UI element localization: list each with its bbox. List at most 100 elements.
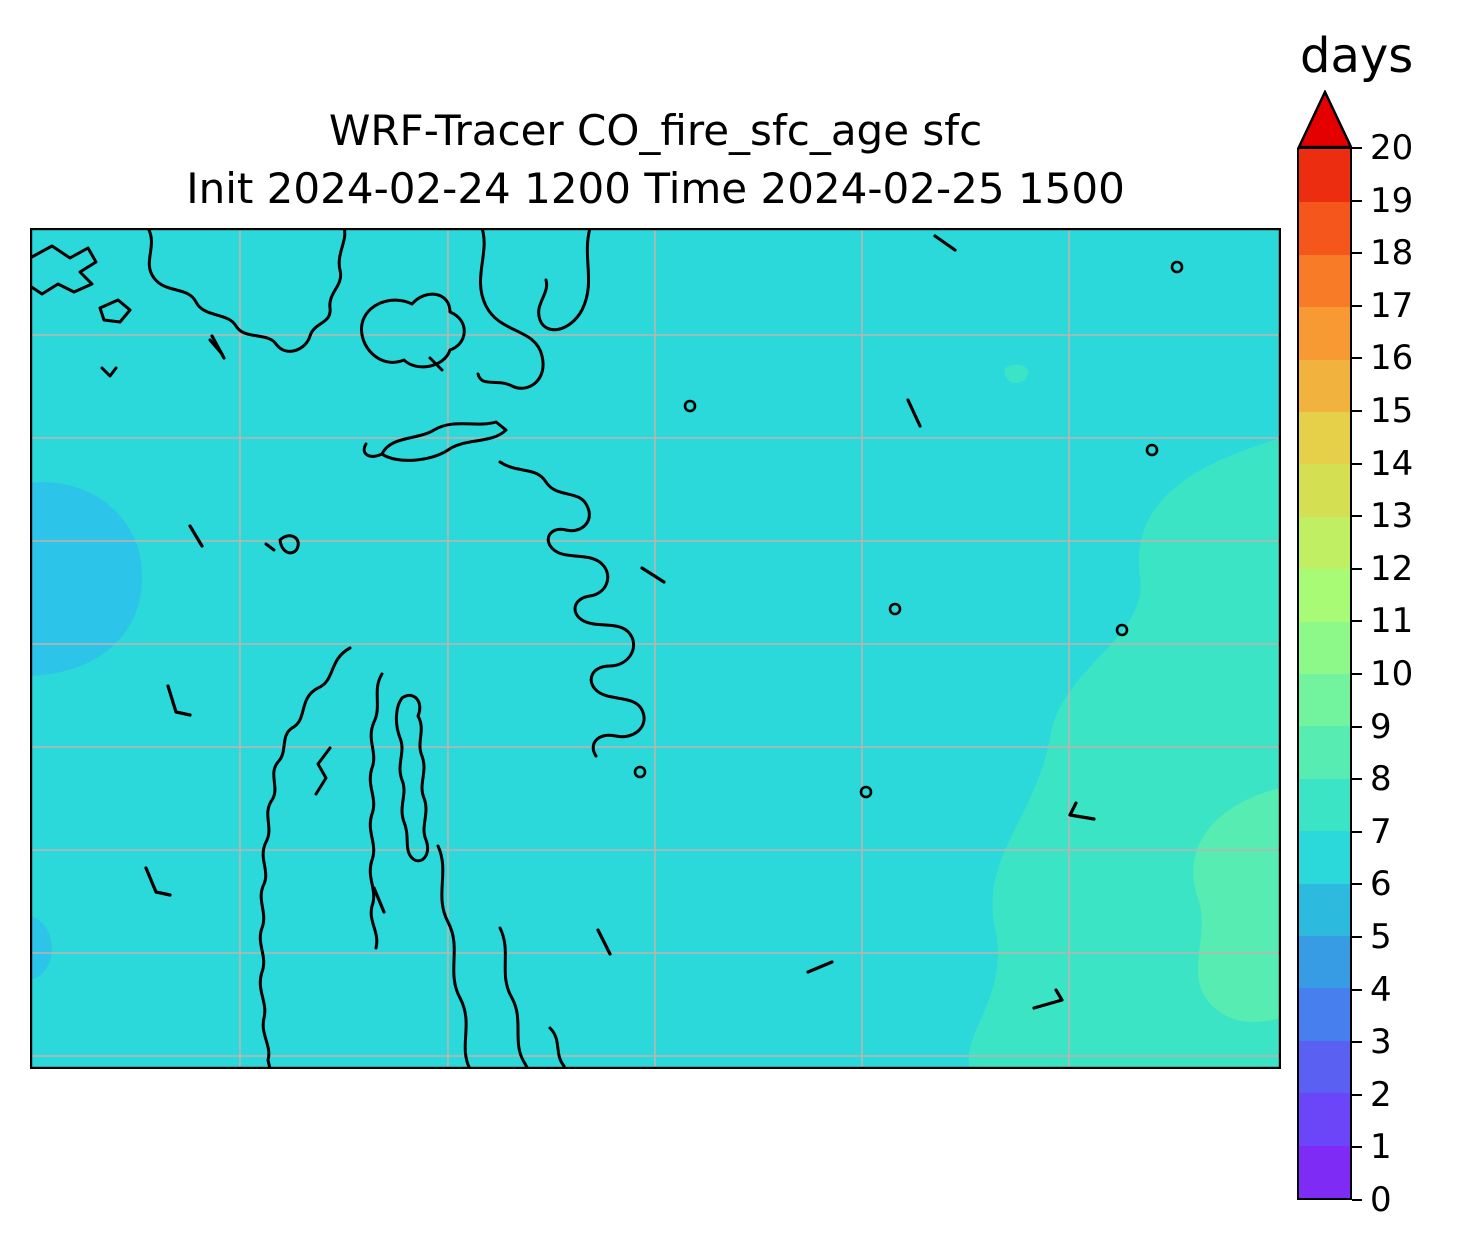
colorbar-segment: [1299, 883, 1350, 936]
coastline-path: [548, 1026, 566, 1068]
coastline-path: [362, 442, 384, 458]
colorbar-tick-label: 3: [1370, 1022, 1392, 1063]
colorbar-tick-label: 13: [1370, 496, 1414, 537]
coastline-path: [498, 926, 530, 1069]
colorbar-segment: [1299, 935, 1350, 989]
coastline-path: [30, 244, 98, 296]
colorbar-segment: [1299, 725, 1350, 779]
colorbar-segment: [1299, 306, 1350, 360]
colorbar-segment: [1299, 1145, 1350, 1198]
colorbar-tick-label: 19: [1370, 180, 1414, 221]
coastline-path: [436, 844, 472, 1069]
colorbar-segment: [1299, 359, 1350, 412]
field-patch-small-green-blob: [1004, 364, 1029, 384]
coastline-path: [100, 366, 118, 378]
colorbar-segment: [1299, 411, 1350, 465]
wind-barb: [933, 234, 957, 252]
colorbar: [1297, 148, 1352, 1200]
coastline-path: [258, 646, 352, 1069]
colorbar-tick-label: 20: [1370, 128, 1414, 168]
coastline-path: [380, 420, 508, 462]
wind-barb: [372, 886, 386, 914]
colorbar-tick: [1352, 936, 1362, 938]
station-circle: [1115, 623, 1129, 637]
colorbar-tick: [1352, 1199, 1362, 1201]
plot-title: WRF-Tracer CO_fire_sfc_age sfc: [328, 106, 983, 155]
colorbar-tick: [1352, 357, 1362, 360]
wind-barb: [640, 566, 666, 584]
colorbar-tick-label: 14: [1370, 443, 1414, 484]
colorbar-segment: [1299, 1040, 1350, 1094]
colorbar-tick-label: 18: [1370, 233, 1414, 274]
colorbar-ticks: 0 1 2 3 4 5 6 7 8 9 10 11 12 13 14 15 16 17 18 19 20: [1352, 131, 1462, 1217]
colorbar-tick-label: 16: [1370, 338, 1414, 379]
field-patch-right-band-8-9: [1193, 788, 1281, 1022]
colorbar-units-label: days: [1300, 28, 1414, 84]
colorbar-tick: [1352, 462, 1362, 465]
wind-barb: [210, 334, 226, 360]
colorbar-segment: [1299, 1092, 1350, 1146]
wind-barb: [144, 866, 172, 897]
plot-subtitle: Init 2024-02-24 1200 Time 2024-02-25 150…: [186, 164, 1125, 213]
coastline-path: [498, 460, 646, 758]
colorbar-tick: [1352, 1146, 1362, 1149]
colorbar-tick: [1352, 515, 1362, 518]
station-circle: [859, 785, 873, 799]
wind-barb: [1032, 988, 1064, 1010]
colorbar-tick-label: 9: [1370, 706, 1392, 747]
colorbar-segment: [1299, 673, 1350, 727]
coastline-path: [146, 228, 347, 353]
colorbar-segment: [1299, 463, 1350, 517]
colorbar-segment: [1299, 516, 1350, 570]
coastline-path: [264, 542, 276, 552]
wind-barb: [906, 398, 922, 428]
colorbar-tick: [1352, 410, 1362, 412]
colorbar-segment: [1299, 621, 1350, 674]
coastline-path: [537, 228, 592, 332]
colorbar-tick: [1352, 304, 1362, 307]
colorbar-tick-label: 8: [1370, 759, 1392, 800]
colorbar-tick-label: 4: [1370, 969, 1392, 1010]
colorbar-tick-label: 10: [1370, 654, 1414, 694]
station-circle: [683, 399, 697, 413]
colorbar-tick-label: 11: [1370, 601, 1414, 642]
coastline-path: [368, 672, 384, 950]
colorbar-tick-label: 2: [1370, 1074, 1392, 1115]
station-circle: [1170, 260, 1184, 274]
coastline-path: [314, 746, 332, 796]
field-patch-left-band-5-6-small: [30, 916, 52, 980]
colorbar-tick-label: 1: [1370, 1127, 1392, 1168]
coastline-path: [394, 693, 429, 863]
colorbar-tick: [1352, 883, 1362, 886]
colorbar-tick-label: 0: [1370, 1180, 1392, 1220]
station-circle: [888, 602, 902, 616]
colorbar-tick-label: 15: [1370, 391, 1414, 431]
coastline-path: [360, 292, 466, 369]
colorbar-tick: [1352, 830, 1362, 833]
wind-barb: [166, 684, 192, 717]
title-block: WRF-Tracer CO_fire_sfc_age sfc Init 2024…: [30, 102, 1281, 218]
colorbar-tick: [1352, 1041, 1362, 1044]
colorbar-tick: [1352, 252, 1362, 255]
coastline-path: [98, 298, 132, 324]
field-patch-left-band-5-6: [30, 482, 143, 676]
colorbar-tick: [1352, 620, 1362, 623]
colorbar-tick-label: 5: [1370, 917, 1392, 957]
colorbar-tick-label: 17: [1370, 285, 1414, 326]
station-circle: [1145, 443, 1159, 457]
colorbar-tick: [1352, 778, 1362, 781]
colorbar-segment: [1299, 778, 1350, 832]
coastline-path: [476, 228, 545, 390]
station-circle: [633, 765, 647, 779]
map-plot-area: [30, 228, 1281, 1069]
colorbar-segment: [1299, 149, 1350, 203]
colorbar-tick-label: 7: [1370, 811, 1392, 852]
colorbar-tick-label: 6: [1370, 864, 1392, 905]
wind-barb: [188, 524, 204, 548]
coastline-path: [278, 534, 300, 555]
colorbar-segment: [1299, 987, 1350, 1041]
colorbar-segment: [1299, 201, 1350, 255]
colorbar-tick: [1352, 147, 1362, 149]
colorbar-segment: [1299, 254, 1350, 308]
wind-barb: [1068, 801, 1096, 821]
